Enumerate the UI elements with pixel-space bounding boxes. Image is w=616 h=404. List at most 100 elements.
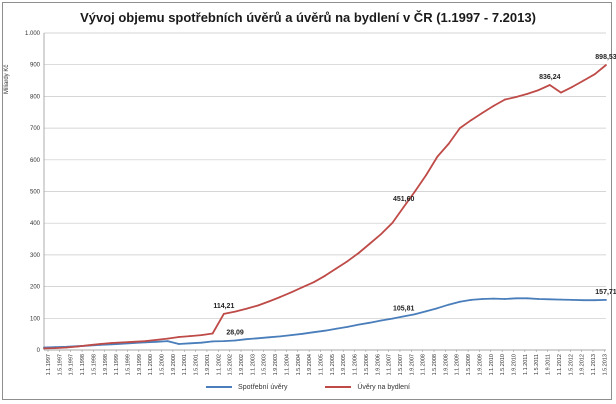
data-point — [76, 345, 79, 348]
x-tick-label: 1.5.2005 — [330, 354, 336, 375]
data-point — [166, 340, 169, 343]
data-point — [301, 332, 304, 335]
data-point — [458, 127, 461, 129]
data-point — [605, 299, 607, 301]
data-point — [54, 347, 57, 349]
y-tick-label: 0 — [37, 348, 41, 354]
data-point — [515, 297, 517, 300]
x-tick-label: 1.1.2013 — [591, 354, 597, 375]
x-tick-label: 1.9.2012 — [580, 354, 586, 375]
data-point — [346, 325, 349, 328]
data-point — [43, 347, 45, 350]
x-tick-label: 1.1.2005 — [318, 354, 324, 375]
data-point — [189, 342, 192, 345]
y-tick-label: 300 — [30, 253, 41, 259]
y-tick-label: 700 — [30, 126, 41, 132]
x-tick-label: 1.5.2003 — [262, 354, 268, 375]
data-point — [481, 111, 484, 114]
data-point — [391, 221, 394, 224]
legend-item-mortgage: Úvěry na bydlení — [325, 384, 410, 391]
data-point — [571, 299, 574, 301]
data-point — [245, 307, 248, 310]
x-tick-label: 1.5.2010 — [500, 354, 506, 375]
data-point — [548, 84, 551, 86]
y-tick-label: 200 — [30, 285, 41, 291]
x-tick-label: 1.9.2000 — [171, 354, 177, 375]
data-point — [515, 96, 517, 98]
x-tick-label: 1.5.1997 — [57, 354, 63, 375]
x-tick-label: 1.5.2012 — [568, 354, 574, 375]
data-point — [222, 312, 225, 315]
x-tick-label: 1.1.2007 — [387, 354, 393, 375]
data-point — [537, 89, 540, 91]
data-point — [425, 310, 428, 313]
x-tick-label: 1.9.2011 — [546, 354, 552, 375]
data-point — [200, 334, 203, 337]
data-point — [279, 296, 281, 298]
data-point — [447, 303, 450, 306]
data-label: 157,71 — [595, 289, 616, 296]
data-point — [492, 297, 495, 300]
x-tick-label: 1.5.2011 — [534, 354, 540, 375]
data-point — [380, 233, 383, 235]
legend-swatch-consumer — [206, 386, 233, 389]
data-point — [571, 85, 574, 88]
x-tick-label: 1.9.2005 — [341, 354, 347, 375]
x-tick-label: 1.9.2004 — [307, 354, 313, 375]
x-tick-label: 1.5.2006 — [364, 354, 370, 375]
data-point — [256, 337, 259, 340]
data-point — [177, 343, 180, 345]
data-point — [582, 299, 585, 302]
data-point — [492, 105, 495, 107]
x-tick-label: 1.1.2006 — [353, 354, 359, 375]
x-tick-label: 1.9.1998 — [103, 354, 109, 375]
legend-item-consumer: Spotřební úvěry — [206, 384, 287, 391]
data-point — [211, 340, 214, 343]
data-point — [335, 267, 338, 270]
data-point — [447, 143, 450, 145]
data-point — [110, 342, 113, 344]
data-point — [414, 313, 416, 316]
data-point — [526, 92, 529, 95]
data-point — [267, 300, 270, 303]
data-point — [357, 323, 360, 326]
data-point — [65, 346, 68, 349]
y-tick-label: 500 — [30, 190, 41, 196]
data-point — [605, 64, 607, 66]
data-point — [256, 304, 259, 307]
x-tick-label: 1.1.2002 — [216, 354, 222, 375]
data-point — [290, 334, 293, 337]
y-tick-label: 1.000 — [25, 31, 41, 37]
data-point — [481, 298, 484, 300]
x-tick-label: 1.9.2001 — [205, 354, 211, 375]
data-point — [312, 331, 315, 334]
chart-title: Vývoj objemu spotřebních úvěrů a úvěrů n… — [80, 10, 536, 25]
data-point — [503, 98, 506, 101]
x-tick-label: 1.9.2007 — [409, 354, 415, 375]
data-point — [324, 274, 326, 277]
data-point — [380, 319, 383, 322]
data-point — [369, 321, 371, 324]
data-point — [133, 340, 135, 343]
data-point — [99, 343, 102, 345]
data-point — [470, 119, 473, 122]
legend-swatch-mortgage — [325, 386, 352, 389]
x-tick-label: 1.5.2007 — [398, 354, 404, 375]
data-point — [189, 335, 192, 337]
data-point — [425, 174, 428, 176]
x-tick-label: 1.1.2004 — [284, 354, 290, 375]
x-tick-label: 1.5.1998 — [91, 354, 97, 375]
data-point — [335, 327, 338, 330]
data-point — [324, 329, 326, 332]
x-tick-label: 1.9.2003 — [273, 354, 279, 375]
x-tick-label: 1.5.2008 — [432, 354, 438, 375]
y-tick-label: 800 — [30, 94, 41, 100]
data-point — [593, 73, 596, 76]
data-point — [144, 340, 147, 343]
data-point — [234, 310, 236, 313]
data-label: 451,60 — [393, 196, 415, 203]
x-tick-label: 1.1.2010 — [489, 354, 495, 375]
legend-label-consumer: Spotřební úvěry — [238, 384, 288, 391]
data-point — [222, 340, 225, 343]
data-point — [560, 91, 562, 94]
